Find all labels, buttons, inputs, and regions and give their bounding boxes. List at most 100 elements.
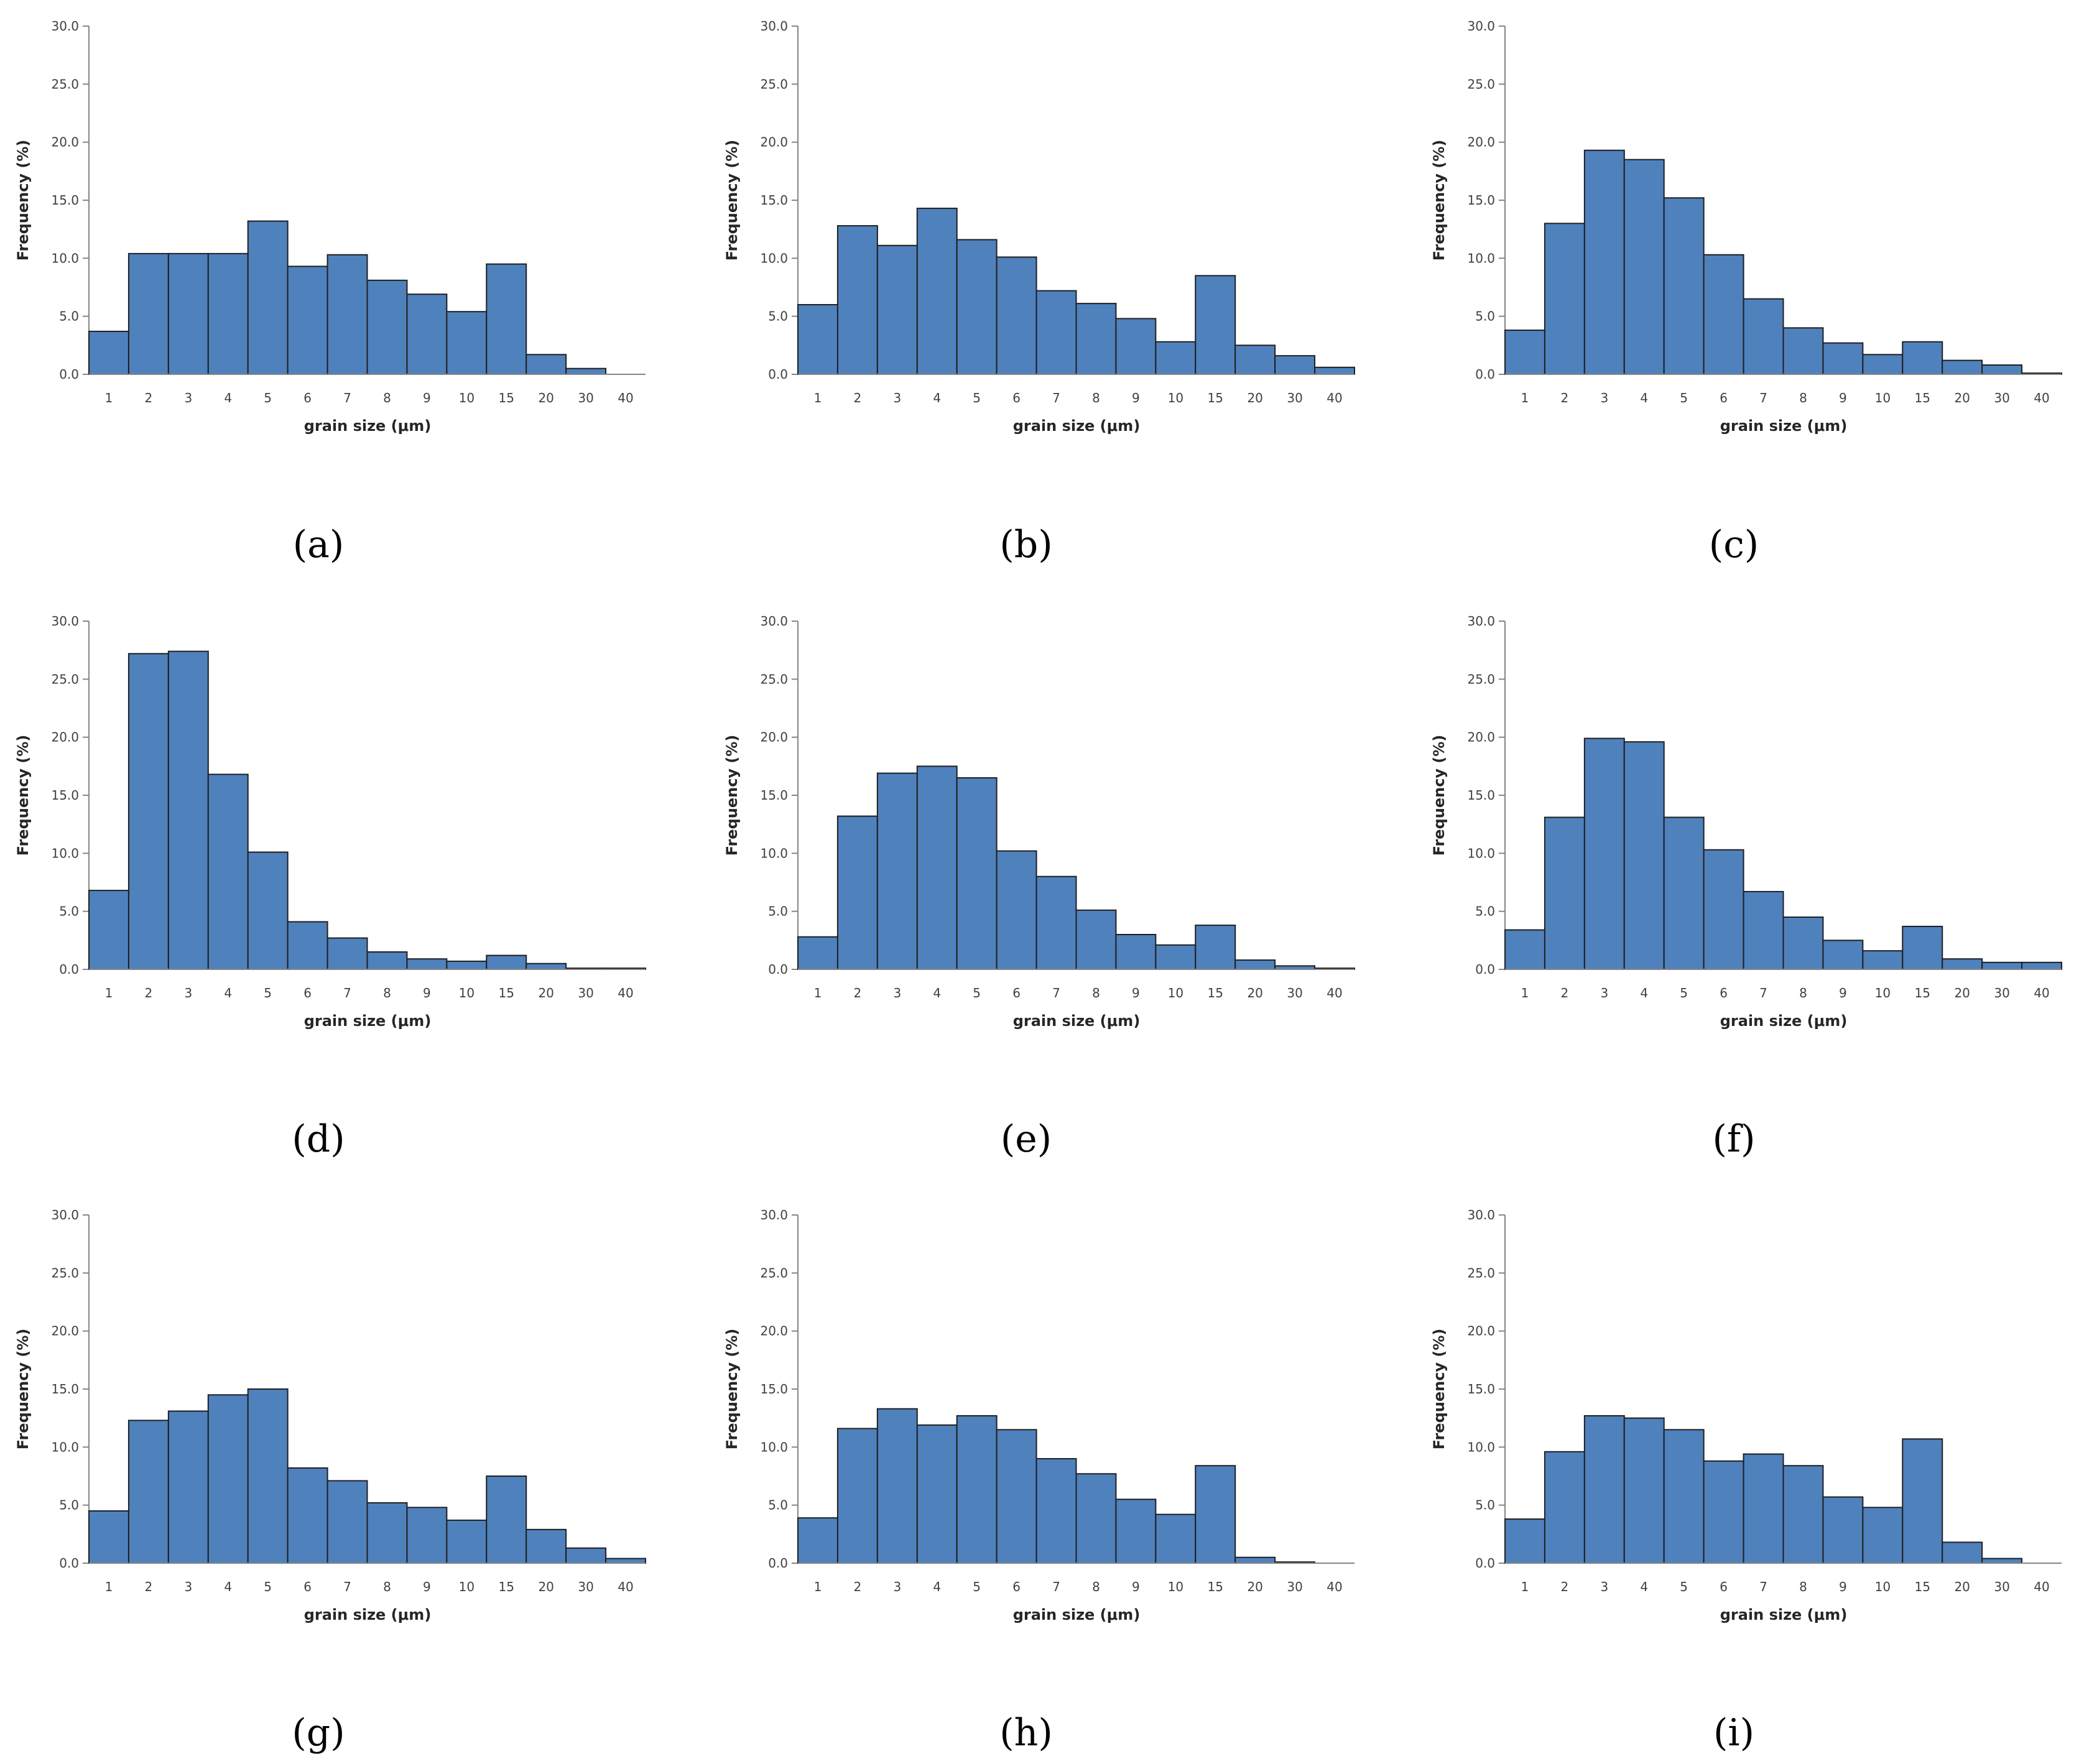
y-tick-label: 20.0 — [1467, 1324, 1495, 1339]
bar-7 — [326, 937, 368, 970]
bar-5 — [956, 1415, 998, 1564]
x-tick-label: 8 — [383, 1579, 391, 1594]
bar-4 — [207, 1394, 249, 1564]
x-tick-label: 3 — [1600, 390, 1608, 405]
x-tick-label: 2 — [145, 986, 153, 1000]
x-tick-label: 15 — [499, 390, 514, 405]
y-tick-label: 10.0 — [760, 1439, 788, 1454]
y-tick-label: 5.0 — [59, 1498, 79, 1513]
x-tick-label: 7 — [1052, 986, 1060, 1000]
y-tick-label: 10.0 — [760, 846, 788, 861]
y-tick-label: 15.0 — [1467, 1382, 1495, 1397]
x-tick-label: 10 — [1168, 390, 1183, 405]
x-tick-label: 7 — [1052, 390, 1060, 405]
bar-30 — [565, 1547, 607, 1564]
histogram-panel-1: 0.0 5.0 10.0 15.0 20.0 25.0 30.0 1 2 3 4 5 6 7 8 9 10 15 2… — [14, 19, 646, 566]
bar-9 — [406, 1507, 448, 1564]
x-tick-label: 40 — [2034, 390, 2049, 405]
x-tick-label: 4 — [224, 390, 232, 405]
x-tick-label: 2 — [854, 986, 862, 1000]
bar-3 — [876, 1408, 918, 1564]
y-axis-title: Frequency (%) — [14, 140, 32, 261]
bar-8 — [1075, 909, 1117, 971]
panel-label: (c) — [1709, 523, 1759, 566]
x-tick-label: 9 — [423, 986, 431, 1000]
panel-label: (b) — [999, 523, 1052, 566]
bar-4 — [1623, 741, 1665, 970]
x-tick-label: 10 — [1168, 986, 1183, 1000]
x-tick-label: 9 — [1132, 1579, 1140, 1594]
y-tick-label: 25.0 — [51, 1265, 79, 1280]
bar-3 — [167, 650, 209, 970]
bar-2 — [1544, 816, 1585, 971]
bar-10 — [446, 311, 488, 376]
bar-7 — [1035, 1458, 1077, 1564]
y-tick-label: 5.0 — [1475, 309, 1495, 324]
y-axis-title: Frequency (%) — [723, 1329, 741, 1450]
x-tick-label: 10 — [1875, 1579, 1891, 1594]
y-tick-label: 20.0 — [51, 730, 79, 745]
x-tick-label: 5 — [973, 390, 981, 405]
bar-2 — [836, 815, 878, 970]
x-tick-label: 7 — [1759, 1579, 1767, 1594]
x-tick-label: 2 — [145, 1579, 153, 1594]
histogram-panel-8: 0.0 5.0 10.0 15.0 20.0 25.0 30.0 1 2 3 4 5 6 7 8 9 10 15 2… — [723, 1208, 1354, 1755]
bar-7 — [1035, 875, 1077, 970]
y-tick-label: 5.0 — [768, 1498, 788, 1513]
x-tick-label: 30 — [1994, 1579, 2009, 1594]
y-tick-label: 25.0 — [1467, 76, 1495, 91]
x-tick-label: 3 — [893, 390, 901, 405]
x-tick-label: 3 — [893, 1579, 901, 1594]
bar-20 — [526, 963, 567, 970]
x-tick-label: 30 — [578, 390, 593, 405]
bar-10 — [1862, 1507, 1904, 1564]
bar-7 — [1035, 290, 1077, 375]
y-tick-label: 30.0 — [51, 1208, 79, 1222]
bar-30 — [1981, 364, 2023, 375]
y-tick-label: 0.0 — [1475, 367, 1495, 382]
bar-3 — [1583, 149, 1625, 375]
y-tick-label: 10.0 — [1467, 251, 1495, 266]
bar-9 — [1822, 1496, 1864, 1564]
x-tick-label: 4 — [224, 1579, 232, 1594]
bar-6 — [287, 266, 328, 375]
x-tick-label: 30 — [1287, 1579, 1302, 1594]
bar-1 — [797, 936, 838, 970]
y-tick-label: 30.0 — [51, 19, 79, 34]
bar-3 — [167, 252, 209, 375]
bar-5 — [956, 777, 998, 970]
bar-6 — [996, 256, 1037, 376]
x-tick-label: 30 — [1287, 390, 1302, 405]
x-tick-label: 9 — [423, 1579, 431, 1594]
x-tick-label: 8 — [1799, 986, 1807, 1000]
bar-8 — [366, 1502, 408, 1564]
y-axis-title: Frequency (%) — [1430, 1329, 1448, 1450]
bar-3 — [1583, 1415, 1625, 1564]
bar-2 — [836, 1428, 878, 1564]
bar-5 — [247, 1388, 289, 1564]
x-tick-label: 15 — [1208, 986, 1223, 1000]
x-tick-label: 1 — [814, 390, 822, 405]
panel-label: (f) — [1712, 1117, 1755, 1161]
x-tick-label: 30 — [578, 1579, 593, 1594]
bar-4 — [916, 1424, 958, 1564]
bar-1 — [1504, 330, 1545, 375]
bar-15 — [1902, 925, 1943, 971]
bar-1 — [797, 304, 838, 375]
bar-1 — [88, 330, 129, 376]
bar-3 — [167, 1410, 209, 1564]
bar-1 — [88, 1510, 129, 1564]
y-tick-label: 5.0 — [59, 309, 79, 324]
panel-label: (g) — [292, 1711, 345, 1755]
bar-7 — [326, 254, 368, 375]
bar-4 — [916, 208, 958, 375]
y-tick-label: 30.0 — [760, 19, 788, 34]
x-tick-label: 8 — [383, 986, 391, 1000]
histogram-panel-9: 0.0 5.0 10.0 15.0 20.0 25.0 30.0 1 2 3 4 5 6 7 8 9 10 15 2… — [1430, 1208, 2062, 1755]
bar-8 — [366, 951, 408, 970]
x-tick-label: 20 — [538, 1579, 553, 1594]
bar-30 — [1274, 355, 1316, 376]
bar-6 — [1703, 1460, 1744, 1564]
bar-6 — [287, 921, 328, 971]
bar-8 — [1782, 917, 1824, 970]
